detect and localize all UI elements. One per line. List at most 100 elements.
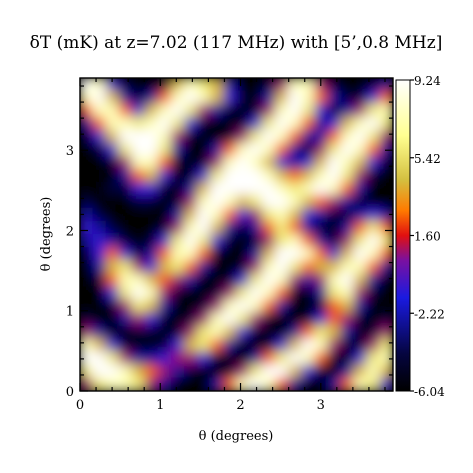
heat-cell: [80, 181, 94, 196]
heat-cell: [131, 338, 146, 353]
heat-cell: [301, 116, 316, 131]
heat-cell: [118, 247, 133, 262]
heat-cell: [340, 364, 355, 379]
heat-cell: [105, 286, 120, 301]
heat-cell: [209, 273, 224, 288]
heat-cell: [157, 142, 172, 157]
heat-cell: [209, 377, 224, 391]
heat-cell: [118, 377, 133, 391]
heat-cell: [275, 78, 290, 92]
heat-cell: [157, 260, 172, 275]
heat-cell: [92, 260, 107, 275]
heat-cell: [222, 351, 237, 366]
heat-cell: [92, 181, 107, 196]
heat-cell: [314, 351, 329, 366]
heat-cell: [144, 78, 159, 92]
heat-cell: [249, 142, 264, 157]
heat-cell: [275, 207, 290, 222]
heat-cell: [118, 181, 133, 196]
heat-cell: [183, 247, 198, 262]
heat-cell: [131, 312, 146, 327]
heat-cell: [249, 220, 264, 235]
heat-cell: [236, 129, 251, 144]
heat-cell: [80, 312, 94, 327]
heat-cell: [222, 155, 237, 170]
heat-cell: [353, 351, 368, 366]
heat-cell: [327, 377, 342, 391]
heat-cell: [301, 312, 316, 327]
heat-cell: [236, 377, 251, 391]
colorbar-ticks: 9.24 5.42 1.60 -2.22 -6.04: [410, 74, 445, 399]
heat-cell: [366, 181, 381, 196]
heat-cell: [157, 207, 172, 222]
heat-cell: [131, 168, 146, 183]
heat-cell: [288, 155, 303, 170]
heat-cell: [183, 78, 198, 92]
heat-cell: [157, 129, 172, 144]
heat-cell: [301, 325, 316, 340]
heat-cell: [209, 103, 224, 118]
heat-cell: [105, 78, 120, 92]
heat-cell: [157, 338, 172, 353]
heat-cell: [196, 260, 211, 275]
heat-cell: [118, 103, 133, 118]
heat-cell: [92, 116, 107, 131]
heat-cell: [314, 260, 329, 275]
heat-cell: [379, 103, 393, 118]
heat-cell: [236, 90, 251, 105]
heat-cell: [275, 90, 290, 105]
heat-cell: [105, 220, 120, 235]
heat-cell: [366, 207, 381, 222]
heat-cell: [288, 194, 303, 209]
heat-cell: [236, 299, 251, 314]
heat-cell: [183, 168, 198, 183]
heat-cell: [327, 299, 342, 314]
heat-cell: [209, 116, 224, 131]
heat-cell: [209, 90, 224, 105]
heat-cell: [144, 116, 159, 131]
heat-cell: [131, 78, 146, 92]
heat-cell: [236, 260, 251, 275]
heat-cell: [105, 142, 120, 157]
heat-cell: [170, 247, 185, 262]
heat-cell: [80, 207, 94, 222]
heat-cell: [366, 155, 381, 170]
heat-cell: [340, 351, 355, 366]
heat-cell: [196, 234, 211, 249]
heat-cell: [314, 168, 329, 183]
heat-cell: [196, 364, 211, 379]
heat-cell: [183, 312, 198, 327]
heat-cell: [80, 260, 94, 275]
heat-cell: [379, 377, 393, 391]
heat-cell: [366, 325, 381, 340]
heat-cell: [353, 312, 368, 327]
heat-cell: [105, 103, 120, 118]
heat-cell: [209, 78, 224, 92]
heat-cell: [366, 312, 381, 327]
heat-cell: [327, 78, 342, 92]
heat-cell: [183, 129, 198, 144]
heat-cell: [183, 155, 198, 170]
y-axis: 0 1 2 3: [66, 85, 393, 400]
heat-cell: [327, 325, 342, 340]
heat-cell: [275, 364, 290, 379]
heat-cell: [170, 364, 185, 379]
heat-cell: [301, 168, 316, 183]
heat-cell: [262, 247, 277, 262]
heat-cell: [170, 377, 185, 391]
heat-cell: [131, 377, 146, 391]
heat-cell: [262, 168, 277, 183]
heat-cell: [131, 194, 146, 209]
heat-cell: [366, 377, 381, 391]
heat-cell: [183, 377, 198, 391]
heat-cell: [196, 78, 211, 92]
heat-cell: [144, 325, 159, 340]
heat-cell: [353, 181, 368, 196]
heat-cell: [366, 338, 381, 353]
heat-cell: [105, 338, 120, 353]
heat-cell: [275, 168, 290, 183]
heat-cell: [118, 364, 133, 379]
heat-cell: [92, 168, 107, 183]
heat-cell: [209, 234, 224, 249]
heat-cell: [353, 194, 368, 209]
